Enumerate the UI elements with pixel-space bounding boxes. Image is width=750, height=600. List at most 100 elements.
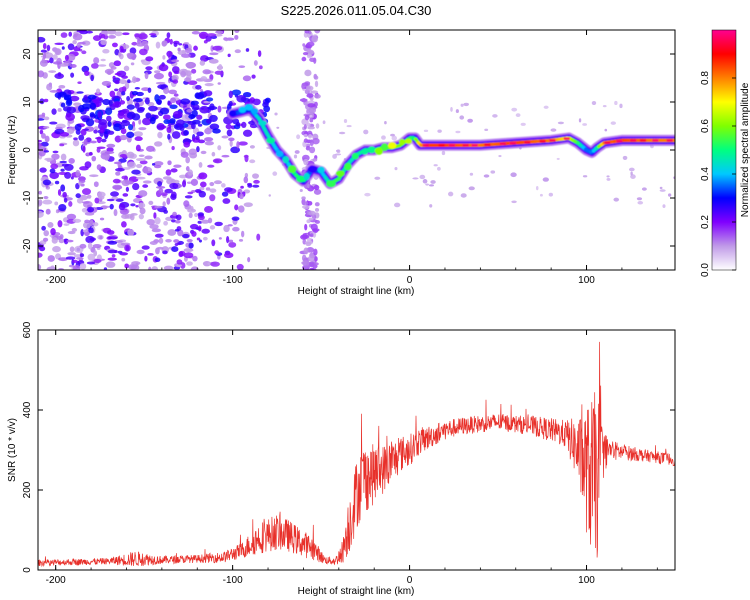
spectrogram-cell: [144, 255, 148, 262]
spectrogram-cell: [61, 46, 65, 50]
spectrogram-cell: [146, 218, 156, 226]
spectrogram-ridge-node: [351, 152, 359, 160]
spectrogram-cell: [115, 171, 121, 176]
spectrogram-cell: [187, 80, 198, 86]
spectrogram-cell: [156, 246, 164, 250]
spectrogram-cell: [183, 252, 194, 259]
spectrogram-cell: [52, 150, 59, 154]
spectrogram-cell: [162, 114, 171, 121]
spectrogram-cell: [484, 128, 489, 132]
spectrogram-cell: [306, 237, 312, 242]
spectrogram-cell: [40, 49, 47, 53]
spectrogram-cell: [169, 182, 179, 190]
spectrogram-cell: [70, 72, 75, 78]
spectrogram-cell: [54, 48, 62, 56]
spectrogram-cell: [58, 85, 66, 89]
spectrogram-cell: [92, 222, 99, 227]
spectrogram-cell: [119, 79, 127, 85]
spectrogram-cell: [69, 64, 77, 68]
spectrogram-cell: [65, 99, 73, 107]
spectrogram-cell: [169, 38, 173, 45]
spectrogram-cell: [205, 187, 211, 191]
spectrogram-cell: [135, 157, 146, 162]
spectrogram-cell: [49, 168, 56, 174]
spectrogram-cell: [59, 234, 64, 240]
spectrogram-cell: [236, 94, 247, 103]
spectrogram-cell: [131, 169, 141, 175]
spectrogram-cell: [170, 194, 177, 201]
spectrogram-cell: [520, 122, 526, 126]
spectrogram-cell: [622, 155, 628, 161]
spectrogram-cell: [65, 113, 76, 121]
spectrogram-ridge-node: [307, 165, 318, 173]
spectrogram-cell: [202, 236, 208, 241]
spectrogram-cell: [112, 75, 116, 80]
spectrogram-ridge-node: [335, 170, 345, 177]
spectrogram-cell: [310, 90, 319, 94]
spectrogram-cell: [119, 134, 128, 141]
spectrogram-cell: [117, 161, 122, 169]
spectrogram-ridge-layer: [227, 103, 675, 190]
spectrogram-cell: [38, 210, 44, 218]
spectrogram-cell: [214, 70, 224, 75]
spectrogram-cell: [206, 97, 214, 102]
spectrogram-cell: [188, 148, 198, 156]
spectrogram-cell: [247, 256, 251, 263]
spectrogram-cell: [149, 224, 159, 230]
spectrogram-cell: [106, 230, 115, 235]
spectrogram-cell: [303, 138, 309, 143]
spectrogram-cell: [169, 118, 176, 124]
spectrogram-cell: [86, 194, 92, 199]
spectrogram-cell: [158, 188, 164, 194]
spectrogram-cell: [163, 265, 174, 270]
spectrogram-cell: [130, 203, 136, 207]
spectrogram-cell: [130, 62, 135, 66]
spectrogram-cell: [121, 175, 128, 180]
spectrogram-cell: [221, 191, 229, 197]
spectrogram-cell: [606, 178, 611, 181]
spectrogram-cell: [66, 106, 77, 114]
spectrogram-cell: [57, 108, 62, 112]
spectrogram-cell: [184, 195, 193, 199]
spectrogram-cell: [191, 230, 197, 237]
spectrogram-cell: [111, 42, 118, 48]
spectrogram-cell: [131, 41, 138, 46]
spectrogram-cell: [93, 57, 100, 64]
spectrogram-cell: [41, 112, 46, 117]
spectrogram-cell: [163, 209, 168, 214]
spectrogram-cell: [301, 234, 310, 239]
spectrogram-cell: [68, 158, 75, 164]
spectrogram-cell: [82, 201, 90, 204]
spectrogram-cell: [173, 93, 179, 97]
spectrogram-cell: [154, 141, 163, 147]
spectrogram-cell: [419, 174, 426, 180]
spectrogram-cell: [72, 264, 81, 270]
spectrogram-cell: [82, 229, 88, 233]
spectrogram-cell: [303, 124, 307, 130]
spectrogram-cell: [85, 235, 95, 244]
spectrogram-cell: [200, 76, 208, 81]
spectrogram-x-tick-label: 0: [407, 275, 413, 286]
spectrogram-cell: [114, 79, 121, 85]
spectrogram-cell: [550, 128, 557, 132]
spectrogram-cell: [308, 134, 313, 139]
spectrogram-cell: [106, 30, 117, 35]
spectrogram-cell: [96, 136, 102, 144]
spectrogram-cell: [158, 64, 169, 72]
spectrogram-cell: [89, 140, 97, 144]
spectrogram-cell: [619, 103, 623, 109]
spectrogram-cell: [142, 184, 149, 188]
spectrogram-y-tick-label: -20: [22, 238, 33, 253]
spectrogram-cell: [131, 113, 141, 121]
spectrogram-cell: [268, 194, 271, 197]
spectrogram-cell: [110, 191, 119, 197]
spectrogram-cell: [314, 30, 321, 34]
spectrogram-cell: [556, 157, 560, 160]
spectrogram-cell: [217, 105, 222, 113]
spectrogram-cell: [42, 179, 52, 186]
spectrogram-cell: [60, 32, 68, 38]
spectrogram-y-ticks: -20 -10 0 10 20: [22, 48, 675, 253]
spectrogram-cell: [185, 166, 190, 172]
spectrogram-cell: [44, 135, 50, 143]
spectrogram-cell: [106, 143, 116, 148]
